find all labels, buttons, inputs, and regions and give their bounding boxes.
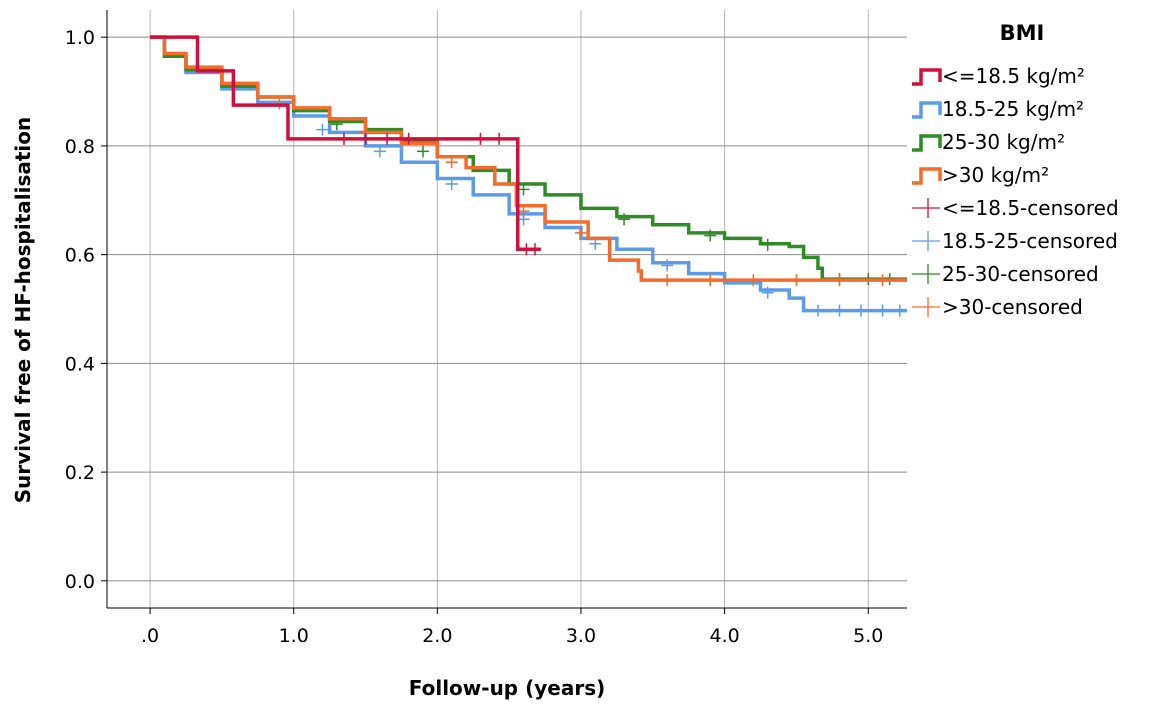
x-tick-label: 2.0 <box>422 625 452 647</box>
legend-item: >30-censored <box>912 295 1083 319</box>
legend-label: 18.5-25 kg/m² <box>942 97 1084 121</box>
series-3 <box>150 35 907 287</box>
legend-item: <=18.5 kg/m² <box>912 64 1085 88</box>
legend: <=18.5 kg/m² 18.5-25 kg/m² 25-30 kg/m² >30 … <box>912 64 1119 319</box>
legend-item: 18.5-25 kg/m² <box>912 97 1084 121</box>
plot-area <box>107 10 907 608</box>
legend-label: <=18.5 kg/m² <box>942 64 1085 88</box>
y-tick-label: 0.8 <box>65 136 95 158</box>
x-axis-title: Follow-up (years) <box>409 676 605 700</box>
legend-swatch <box>912 101 942 119</box>
legend-label: <=18.5-censored <box>942 196 1119 220</box>
plot-background <box>107 10 907 608</box>
legend-item: <=18.5-censored <box>912 196 1119 220</box>
y-tick-label: 0.0 <box>65 571 95 593</box>
y-tick-label: 0.4 <box>65 353 95 375</box>
legend-label: >30 kg/m² <box>942 163 1049 187</box>
y-tick-label: 1.0 <box>65 27 95 49</box>
legend-label: >30-censored <box>942 295 1083 319</box>
x-tick-label: 4.0 <box>709 625 739 647</box>
axes: .0 1.0 2.0 3.0 4.0 5.0 0.0 0.2 0.4 0.6 0.8 1.0 <box>65 10 907 647</box>
series-line <box>150 35 541 251</box>
y-tick-label: 0.6 <box>65 245 95 267</box>
series-1 <box>150 35 907 317</box>
legend-title: BMI <box>1000 21 1045 45</box>
series-line <box>150 35 907 282</box>
x-tick-label: 5.0 <box>853 625 883 647</box>
legend-label: 25-30-censored <box>942 262 1099 286</box>
legend-label: 18.5-25-censored <box>942 229 1118 253</box>
legend-item: >30 kg/m² <box>912 163 1049 187</box>
series-line <box>150 35 907 313</box>
series-0 <box>150 35 542 256</box>
x-tick-label: 1.0 <box>279 625 309 647</box>
y-tick-label: 0.2 <box>65 462 95 484</box>
x-tick-label: 3.0 <box>566 625 596 647</box>
y-axis-title: Survival free of HF-hospitalisation <box>11 117 35 504</box>
legend-item: 25-30 kg/m² <box>912 130 1065 154</box>
legend-item: 25-30-censored <box>912 262 1099 286</box>
legend-swatch <box>912 134 942 152</box>
series-group <box>150 35 907 317</box>
legend-label: 25-30 kg/m² <box>942 130 1065 154</box>
legend-swatch <box>912 167 942 185</box>
legend-swatch <box>912 68 942 86</box>
x-tick-label: .0 <box>141 625 159 647</box>
legend-item: 18.5-25-censored <box>912 229 1118 253</box>
